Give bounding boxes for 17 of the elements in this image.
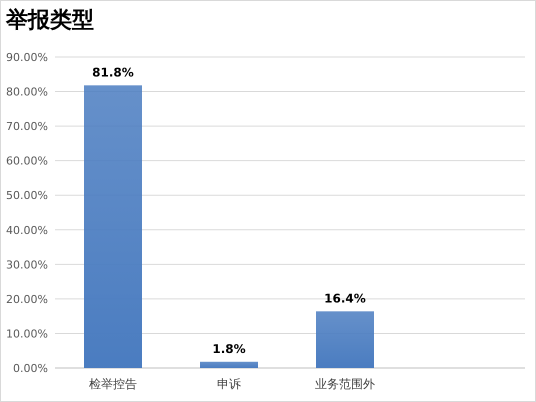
data-label: 81.8%: [92, 65, 134, 80]
x-tick-label: 业务范围外: [315, 377, 375, 391]
chart-title: 举报类型: [5, 7, 94, 33]
y-tick-label: 40.00%: [6, 224, 48, 237]
data-label: 16.4%: [324, 291, 366, 306]
y-tick-label: 10.00%: [6, 327, 48, 340]
y-tick-label: 80.00%: [6, 86, 48, 99]
y-tick-label: 0.00%: [13, 362, 48, 375]
data-label: 1.8%: [212, 342, 246, 356]
y-tick-label: 90.00%: [6, 51, 48, 64]
y-tick-label: 70.00%: [6, 120, 48, 134]
y-tick-label: 50.00%: [6, 189, 48, 202]
y-tick-label: 20.00%: [6, 292, 48, 306]
x-tick-label: 申诉: [217, 377, 241, 391]
y-tick-label: 60.00%: [6, 154, 48, 168]
x-tick-label: 检举控告: [89, 377, 137, 391]
y-tick-label: 30.00%: [6, 258, 48, 272]
